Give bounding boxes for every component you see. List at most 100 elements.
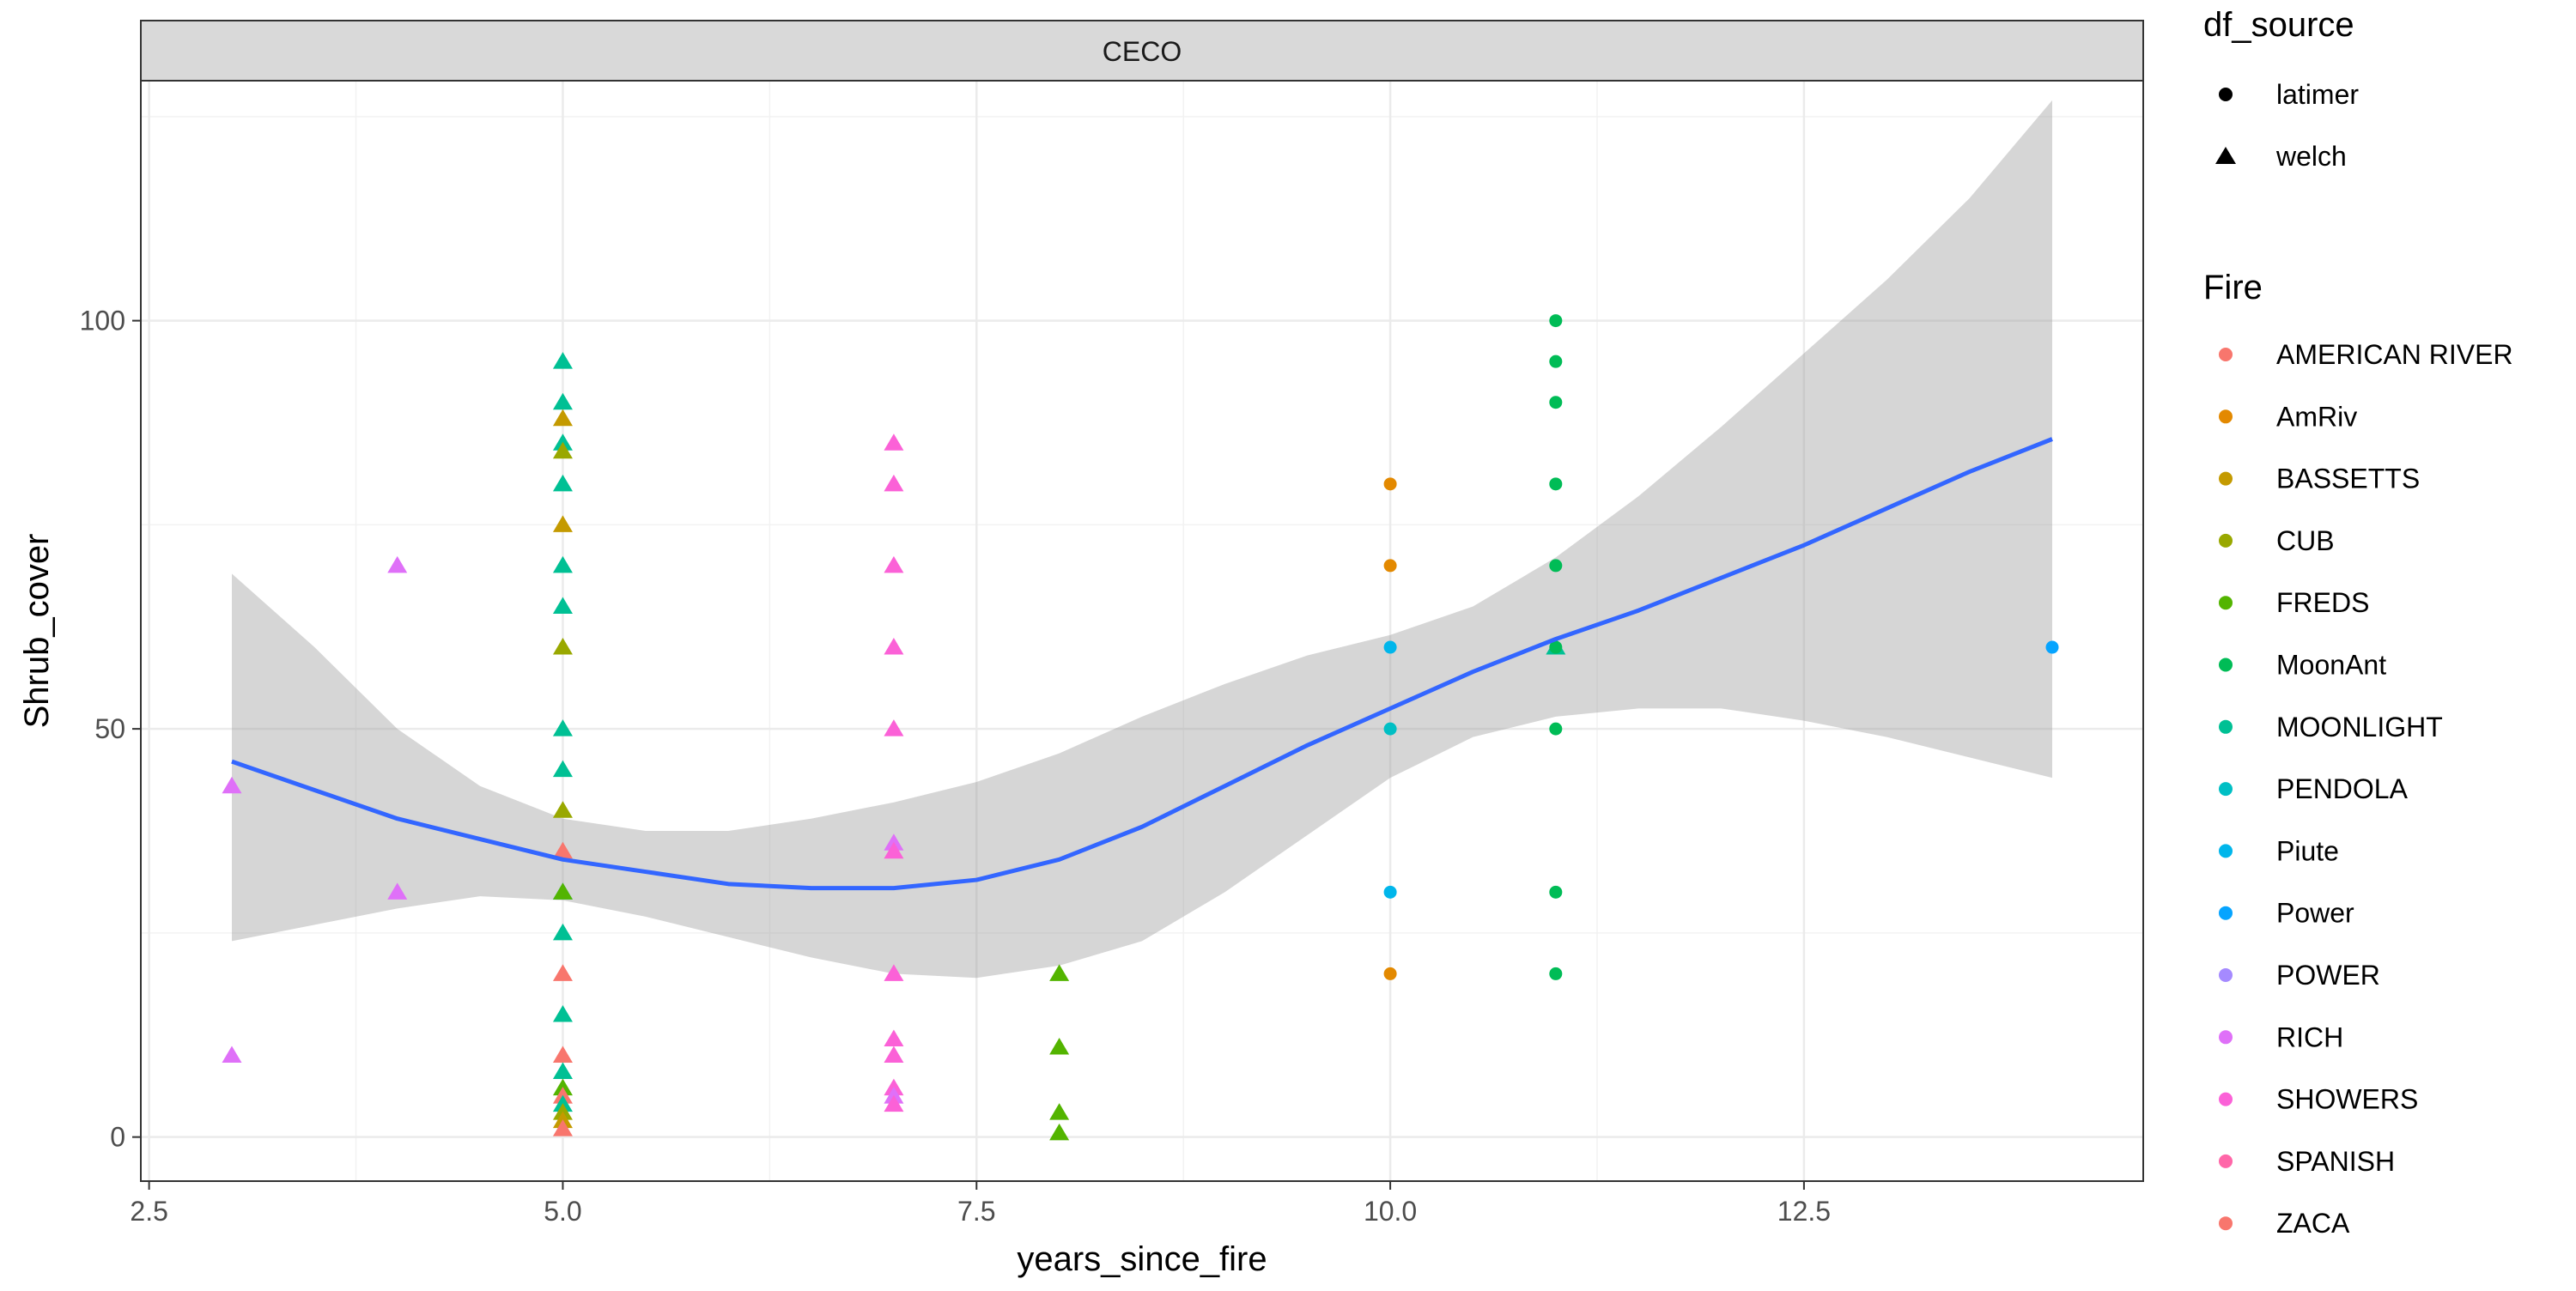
point-triangle — [552, 1046, 573, 1064]
point-circle — [1383, 640, 1397, 654]
legend-label: FREDS — [2276, 587, 2369, 618]
legend-label: welch — [2275, 141, 2347, 172]
point-circle — [2045, 640, 2059, 654]
point-triangle — [884, 1029, 904, 1047]
point-triangle — [1049, 1103, 1070, 1120]
smooth-line — [231, 437, 2053, 891]
panel-border — [140, 80, 2144, 1182]
point-triangle — [552, 638, 573, 655]
color-legend-title: Fire — [2203, 269, 2263, 306]
legend-label: AmRiv — [2276, 401, 2357, 432]
point-triangle — [552, 760, 573, 778]
points-layer — [222, 314, 2059, 1141]
legend-key-color — [2219, 1154, 2233, 1168]
smooth-ribbon-layer — [232, 100, 2052, 979]
point-triangle — [552, 515, 573, 532]
point-circle — [1549, 885, 1563, 899]
legend-key-color — [2219, 533, 2233, 548]
point-triangle — [552, 597, 573, 614]
y-tick-label: 0 — [110, 1122, 125, 1153]
point-triangle — [552, 923, 573, 941]
point-triangle — [884, 474, 904, 492]
plot-panel — [141, 81, 2143, 1181]
facet-label: CECO — [1103, 36, 1182, 67]
point-circle — [1383, 967, 1397, 980]
point-triangle — [552, 841, 573, 859]
point-triangle — [222, 776, 242, 794]
legend-label: RICH — [2276, 1021, 2343, 1052]
legend-label: POWER — [2276, 960, 2380, 991]
point-circle — [1549, 477, 1563, 491]
shape-legend-title: df_source — [2203, 6, 2354, 44]
grid-major — [141, 81, 2143, 1181]
legend-label: CUB — [2276, 525, 2335, 556]
y-axis: 0 50 100 — [80, 306, 141, 1153]
point-triangle — [884, 555, 904, 573]
legend-key-color — [2219, 348, 2233, 361]
x-axis: 2.5 5.0 7.5 10.0 12.5 — [130, 1181, 1831, 1227]
legend-label: AMERICAN RIVER — [2276, 339, 2513, 370]
point-triangle — [387, 882, 408, 900]
point-circle — [1383, 885, 1397, 899]
legend-key-color — [2219, 596, 2233, 610]
legend-key-color — [2219, 409, 2233, 424]
point-circle — [1549, 722, 1563, 736]
color-legend: AMERICAN RIVER AmRiv BASSETTS CUB FREDS MoonA… — [2219, 339, 2513, 1239]
legend-label: Piute — [2276, 835, 2339, 866]
point-triangle — [884, 719, 904, 736]
x-tick-label: 2.5 — [130, 1196, 167, 1227]
point-triangle — [552, 474, 573, 492]
y-axis-label: Shrub_cover — [18, 534, 56, 729]
legend-label: SPANISH — [2276, 1146, 2395, 1177]
point-triangle — [1049, 964, 1070, 981]
point-circle — [1383, 559, 1397, 573]
point-circle — [1549, 559, 1563, 573]
point-triangle — [552, 352, 573, 369]
legend-key-color — [2219, 1092, 2233, 1106]
point-triangle — [552, 1062, 573, 1080]
point-triangle — [552, 1119, 573, 1136]
point-triangle — [1049, 1038, 1070, 1055]
point-circle — [1383, 722, 1397, 736]
legend-label: MOONLIGHT — [2276, 712, 2443, 742]
legend-key-circle — [2219, 88, 2233, 101]
legend-key-color — [2219, 1030, 2233, 1045]
point-triangle — [552, 441, 573, 459]
y-tick-label: 100 — [80, 306, 125, 336]
point-circle — [1549, 396, 1563, 409]
legend-label: MoonAnt — [2276, 650, 2386, 681]
legend-label: PENDOLA — [2276, 773, 2409, 804]
point-circle — [1549, 314, 1563, 328]
point-triangle — [552, 555, 573, 573]
point-circle — [1549, 355, 1563, 368]
point-triangle — [884, 1046, 904, 1064]
y-tick-label: 50 — [94, 713, 125, 744]
legend-label: ZACA — [2276, 1208, 2350, 1239]
point-triangle — [884, 841, 904, 859]
point-circle — [1383, 477, 1397, 491]
smooth-line-layer — [231, 437, 2053, 891]
x-axis-label: years_since_fire — [1017, 1240, 1267, 1278]
legend-key-color — [2219, 968, 2233, 982]
legend-key-color — [2219, 471, 2233, 486]
point-circle — [1549, 640, 1563, 654]
point-triangle — [552, 392, 573, 410]
point-triangle — [1049, 1123, 1070, 1141]
facet-strip — [140, 20, 2144, 82]
legend-key-triangle — [2215, 147, 2236, 164]
grid-minor — [141, 81, 2143, 1181]
point-triangle — [884, 433, 904, 451]
legend-key-color — [2219, 844, 2233, 858]
point-triangle — [222, 1046, 242, 1064]
legend-key-color — [2219, 906, 2233, 920]
legend-key-color — [2219, 782, 2233, 797]
legend-label: Power — [2276, 898, 2354, 929]
legend-label: BASSETTS — [2276, 464, 2420, 494]
point-circle — [1549, 967, 1563, 980]
point-triangle — [884, 964, 904, 981]
point-triangle — [884, 638, 904, 655]
point-triangle — [552, 964, 573, 981]
shape-legend: latimer welch — [2215, 79, 2359, 172]
